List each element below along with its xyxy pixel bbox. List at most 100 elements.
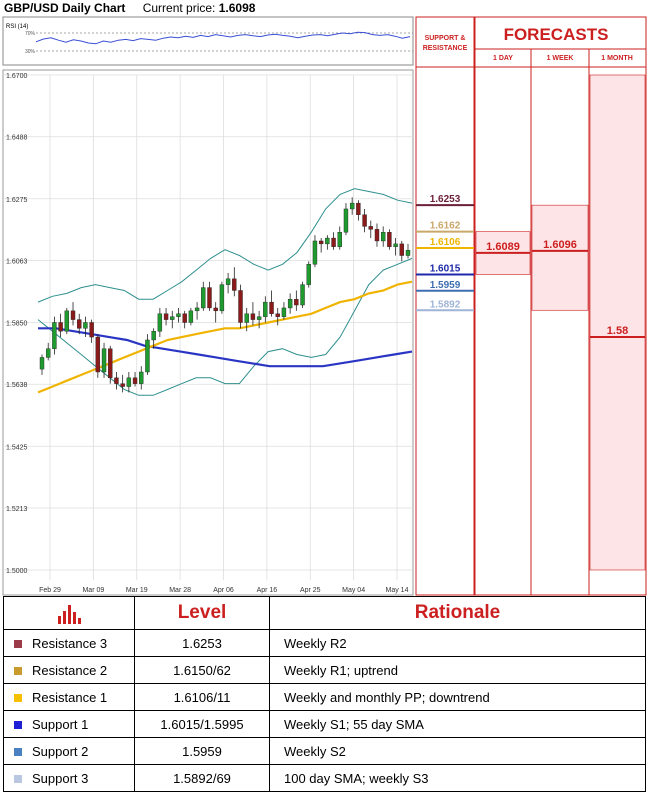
candle-body bbox=[219, 284, 225, 312]
candle-body bbox=[232, 278, 237, 291]
row-rationale: Weekly and monthly PP; downtrend bbox=[269, 683, 646, 711]
x-tick-label: Apr 25 bbox=[300, 587, 321, 594]
sr-level-label: 1.5959 bbox=[430, 280, 461, 291]
table-row: Resistance 2 1.6150/62 Weekly R1; uptrend bbox=[3, 656, 646, 684]
row-name: Resistance 2 bbox=[32, 662, 108, 678]
candle bbox=[95, 334, 101, 378]
candle-body bbox=[52, 322, 57, 349]
candle bbox=[114, 372, 119, 390]
candle bbox=[83, 316, 88, 338]
forecast-range bbox=[589, 74, 646, 571]
candle-body bbox=[64, 310, 70, 332]
x-tick-label: Feb 29 bbox=[39, 587, 61, 594]
rsi-level-30: 30% bbox=[25, 49, 36, 55]
candle bbox=[46, 342, 51, 361]
candle bbox=[399, 240, 404, 262]
levels-table: Level Rationale Resistance 3 1.6253 Weekly… bbox=[3, 596, 646, 792]
candle bbox=[337, 226, 342, 250]
candle bbox=[343, 203, 349, 236]
candle-body bbox=[275, 313, 280, 317]
rsi-level-70: 70% bbox=[25, 31, 36, 37]
y-tick-label: 1.6275 bbox=[6, 197, 28, 204]
candle-body bbox=[306, 264, 311, 285]
forecast-bands: 1.6089 1.6096 1.58 bbox=[475, 74, 646, 571]
row-level: 1.6015/1.5995 bbox=[134, 710, 270, 738]
y-tick-label: 1.5850 bbox=[6, 321, 28, 328]
forecast-col-1month: 1 MONTH bbox=[601, 55, 633, 62]
candle-body bbox=[58, 322, 63, 332]
candle bbox=[201, 281, 206, 311]
forecast-range bbox=[531, 204, 589, 311]
candle-body bbox=[318, 240, 324, 245]
row-level: 1.5959 bbox=[134, 737, 270, 765]
y-tick-label: 1.6700 bbox=[6, 73, 28, 80]
candle bbox=[58, 313, 63, 338]
row-name-cell: Support 3 bbox=[3, 764, 135, 792]
candle bbox=[194, 302, 200, 320]
candle bbox=[294, 290, 299, 311]
row-name: Support 3 bbox=[32, 770, 89, 786]
sr-level-label: 1.6253 bbox=[430, 194, 461, 205]
candle bbox=[263, 296, 268, 323]
candle-body bbox=[387, 232, 392, 247]
candle bbox=[281, 302, 287, 320]
candle-body bbox=[77, 319, 82, 329]
forecasts-title: FORECASTS bbox=[504, 25, 609, 44]
candle bbox=[238, 284, 243, 329]
forecast-col-1week: 1 WEEK bbox=[547, 55, 574, 62]
candle-body bbox=[380, 232, 386, 242]
candle bbox=[64, 307, 70, 335]
candle-body bbox=[287, 299, 293, 309]
candle bbox=[244, 307, 249, 332]
candle-body bbox=[362, 214, 367, 227]
candle bbox=[250, 302, 256, 326]
y-tick-label: 1.5638 bbox=[6, 382, 28, 389]
candle-body bbox=[269, 301, 274, 314]
sr-level-label: 1.6106 bbox=[430, 237, 461, 248]
candle bbox=[393, 238, 398, 256]
candle-body bbox=[349, 202, 355, 210]
candle-body bbox=[207, 287, 212, 309]
candle-body bbox=[182, 313, 187, 323]
price-value: 1.6098 bbox=[218, 1, 256, 15]
x-tick-label: Mar 28 bbox=[169, 587, 191, 594]
candle bbox=[232, 267, 237, 297]
candle bbox=[52, 316, 57, 355]
candle-body bbox=[399, 243, 404, 256]
candle-body bbox=[250, 313, 256, 320]
candle bbox=[300, 281, 305, 308]
y-tick-label: 1.5000 bbox=[6, 568, 28, 575]
price-panel: 1.6700 1.6488 1.6275 1.6063 1.5850 1.5638 1.54… bbox=[2, 69, 414, 596]
candle bbox=[306, 261, 311, 288]
x-tick-label: May 14 bbox=[386, 587, 409, 594]
sr-level: 1.5892 bbox=[416, 299, 474, 312]
candle-body bbox=[39, 357, 45, 370]
candle-body bbox=[95, 336, 101, 373]
candle-body bbox=[337, 232, 342, 247]
candle bbox=[157, 307, 163, 338]
candle bbox=[101, 342, 107, 378]
candle-body bbox=[368, 226, 373, 230]
sr-level: 1.6106 bbox=[416, 237, 474, 249]
sr-level-label: 1.6015 bbox=[430, 263, 461, 274]
candle bbox=[132, 372, 138, 387]
candle-body bbox=[281, 307, 287, 317]
candle bbox=[362, 208, 367, 233]
sr-level: 1.5959 bbox=[416, 280, 474, 292]
row-level: 1.6106/11 bbox=[134, 683, 270, 711]
x-tick-label: Apr 16 bbox=[257, 587, 278, 594]
x-tick-label: Mar 19 bbox=[126, 587, 148, 594]
candle-body bbox=[126, 377, 132, 387]
candle bbox=[77, 313, 82, 335]
candle-body bbox=[101, 348, 107, 373]
candle-body bbox=[343, 208, 349, 233]
candle bbox=[287, 293, 293, 314]
candle-body bbox=[263, 301, 268, 317]
candle-body bbox=[225, 278, 231, 285]
candle-body bbox=[325, 237, 330, 245]
candle bbox=[387, 229, 392, 250]
candle-body bbox=[170, 316, 175, 320]
row-rationale: Weekly S1; 55 day SMA bbox=[269, 710, 646, 738]
table-row: Support 3 1.5892/69 100 day SMA; weekly S3 bbox=[3, 764, 646, 792]
candle-body bbox=[213, 307, 218, 312]
